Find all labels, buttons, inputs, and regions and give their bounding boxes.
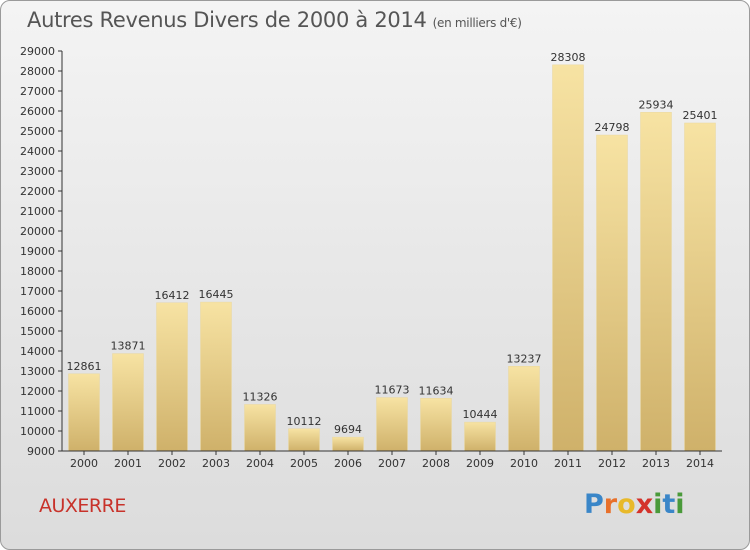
y-tick-label: 12000 [20,385,55,398]
value-label-2009: 10444 [463,408,498,421]
value-label-2008: 11634 [419,384,454,397]
logo-letter: i [675,489,685,520]
y-tick-label: 29000 [20,45,55,58]
x-tick-label-2003: 2003 [202,457,230,470]
bar-2012 [596,134,628,452]
bar-2001 [112,353,144,452]
y-tick-label: 15000 [20,325,55,338]
x-tick-label-2004: 2004 [246,457,274,470]
bar-2002 [156,302,188,452]
bar-2009 [464,421,496,452]
y-tick-label: 28000 [20,65,55,78]
value-label-2010: 13237 [507,352,542,365]
logo-letter: P [584,489,604,520]
y-tick-label: 16000 [20,305,55,318]
logo-letter: r [603,489,618,520]
y-tick-label: 27000 [20,85,55,98]
bar-2010 [508,366,540,452]
value-label-2000: 12861 [67,360,102,373]
value-label-2006: 9694 [334,423,362,436]
y-tick-label: 9000 [27,445,55,458]
y-tick-label: 21000 [20,205,55,218]
bar-2006 [332,436,364,452]
value-label-2001: 13871 [111,340,146,353]
y-tick-label: 20000 [20,225,55,238]
y-tick-label: 23000 [20,165,55,178]
bar-2011 [552,64,584,452]
y-tick-label: 19000 [20,245,55,258]
location-label: AUXERRE [39,495,126,517]
bar-2008 [420,398,452,452]
y-tick-label: 13000 [20,365,55,378]
bar-2005 [288,428,320,452]
logo-letter: i [653,489,663,520]
x-tick-label-2010: 2010 [510,457,538,470]
x-tick-label-2013: 2013 [642,457,670,470]
x-tick-label-2007: 2007 [378,457,406,470]
bar-2003 [200,301,232,452]
y-tick-label: 17000 [20,285,55,298]
value-label-2004: 11326 [243,390,278,403]
proxiti-logo: Proxiti [584,489,685,520]
y-tick-label: 11000 [20,405,55,418]
bar-2013 [640,112,672,452]
bar-2004 [244,404,276,452]
value-label-2002: 16412 [155,289,190,302]
subtitle-text: (en milliers d'€) [432,16,522,30]
x-tick-label-2009: 2009 [466,457,494,470]
y-tick-label: 24000 [20,145,55,158]
x-tick-label-2006: 2006 [334,457,362,470]
chart-title: Autres Revenus Divers de 2000 à 2014 (en … [27,8,522,32]
title-text: Autres Revenus Divers de 2000 à 2014 [27,8,427,32]
bar-2014 [684,122,716,452]
y-tick-label: 10000 [20,425,55,438]
x-tick-label-2001: 2001 [114,457,142,470]
logo-letter: t [662,489,676,520]
y-tick-label: 14000 [20,345,55,358]
value-label-2003: 16445 [199,288,234,301]
value-label-2007: 11673 [375,384,410,397]
y-tick-label: 25000 [20,125,55,138]
x-tick-label-2008: 2008 [422,457,450,470]
x-tick-label-2014: 2014 [686,457,714,470]
y-tick-label: 18000 [20,265,55,278]
y-tick-label: 22000 [20,185,55,198]
value-label-2005: 10112 [287,415,322,428]
value-label-2014: 25401 [683,109,718,122]
logo-letter: x [635,489,654,520]
x-tick-label-2012: 2012 [598,457,626,470]
y-tick-label: 26000 [20,105,55,118]
value-label-2012: 24798 [595,121,630,134]
logo-letter: o [617,489,636,520]
bar-2007 [376,397,408,452]
x-tick-label-2002: 2002 [158,457,186,470]
x-tick-label-2011: 2011 [554,457,582,470]
bar-2000 [68,373,100,452]
value-label-2013: 25934 [639,98,674,111]
value-label-2011: 28308 [551,51,586,64]
x-tick-label-2000: 2000 [70,457,98,470]
x-tick-label-2005: 2005 [290,457,318,470]
